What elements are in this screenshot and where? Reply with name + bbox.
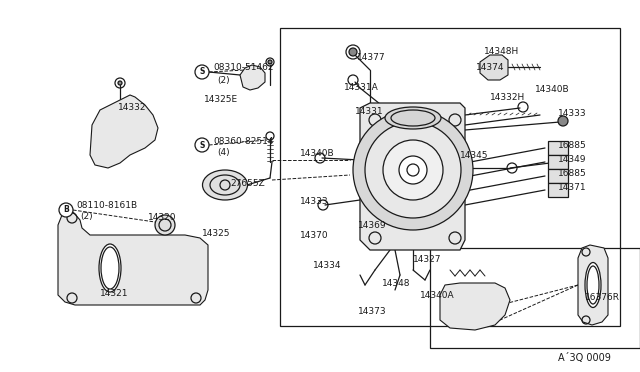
Circle shape (558, 116, 568, 126)
Text: 14331: 14331 (355, 108, 383, 116)
Circle shape (59, 203, 73, 217)
Text: 08360-82514: 08360-82514 (213, 137, 273, 145)
Ellipse shape (385, 107, 441, 129)
Circle shape (155, 215, 175, 235)
Text: 14348: 14348 (382, 279, 410, 289)
Text: (4): (4) (217, 148, 230, 157)
Text: A´3Q 0009: A´3Q 0009 (558, 353, 611, 363)
Circle shape (195, 65, 209, 79)
Circle shape (268, 60, 272, 64)
Text: 14370: 14370 (300, 231, 328, 241)
Polygon shape (440, 283, 510, 330)
Text: 14320: 14320 (148, 212, 177, 221)
Text: 14333: 14333 (300, 198, 328, 206)
Text: 14334: 14334 (313, 260, 342, 269)
Circle shape (365, 122, 461, 218)
Text: 14332: 14332 (118, 103, 147, 112)
Text: 14332H: 14332H (490, 93, 525, 102)
Text: 14340B: 14340B (535, 86, 570, 94)
Bar (430, 248, 640, 348)
Circle shape (399, 156, 427, 184)
Ellipse shape (99, 244, 121, 292)
Ellipse shape (585, 263, 601, 308)
Text: 14377: 14377 (357, 52, 386, 61)
Bar (548, 169, 568, 183)
Polygon shape (240, 65, 265, 90)
Text: 14340B: 14340B (300, 150, 335, 158)
Text: 14333: 14333 (558, 109, 587, 118)
Polygon shape (578, 245, 608, 325)
Text: 08110-8161B: 08110-8161B (76, 201, 137, 209)
Text: 14348H: 14348H (484, 48, 519, 57)
Polygon shape (58, 210, 208, 305)
Text: (2): (2) (80, 212, 93, 221)
Text: S: S (199, 141, 205, 150)
Text: 16885: 16885 (558, 169, 587, 177)
Polygon shape (90, 95, 158, 168)
Text: 14331A: 14331A (344, 83, 379, 92)
Bar (280, 28, 620, 326)
Circle shape (118, 81, 122, 85)
Text: 16376R: 16376R (585, 294, 620, 302)
Bar (548, 155, 568, 169)
Text: 14327: 14327 (413, 256, 442, 264)
Text: 14369: 14369 (358, 221, 387, 231)
Text: B: B (63, 205, 69, 215)
Text: 14340A: 14340A (420, 292, 454, 301)
Bar (548, 183, 568, 197)
Text: 16885: 16885 (558, 141, 587, 150)
Circle shape (349, 48, 357, 56)
Text: 14321: 14321 (100, 289, 129, 298)
Bar (548, 141, 568, 155)
Circle shape (383, 140, 443, 200)
Text: 27655Z: 27655Z (230, 180, 265, 189)
Text: 08310-51462: 08310-51462 (213, 64, 273, 73)
Text: 14325: 14325 (202, 230, 230, 238)
Polygon shape (360, 103, 465, 250)
Text: (2): (2) (217, 76, 230, 84)
Circle shape (353, 110, 473, 230)
Text: S: S (199, 67, 205, 77)
Circle shape (195, 138, 209, 152)
Text: 14373: 14373 (358, 307, 387, 315)
Text: 14325E: 14325E (204, 96, 238, 105)
Text: 14349: 14349 (558, 154, 586, 164)
Ellipse shape (202, 170, 248, 200)
Text: 14374: 14374 (476, 62, 504, 71)
Text: 14371: 14371 (558, 183, 587, 192)
Polygon shape (480, 55, 508, 80)
Text: 14345: 14345 (460, 151, 488, 160)
